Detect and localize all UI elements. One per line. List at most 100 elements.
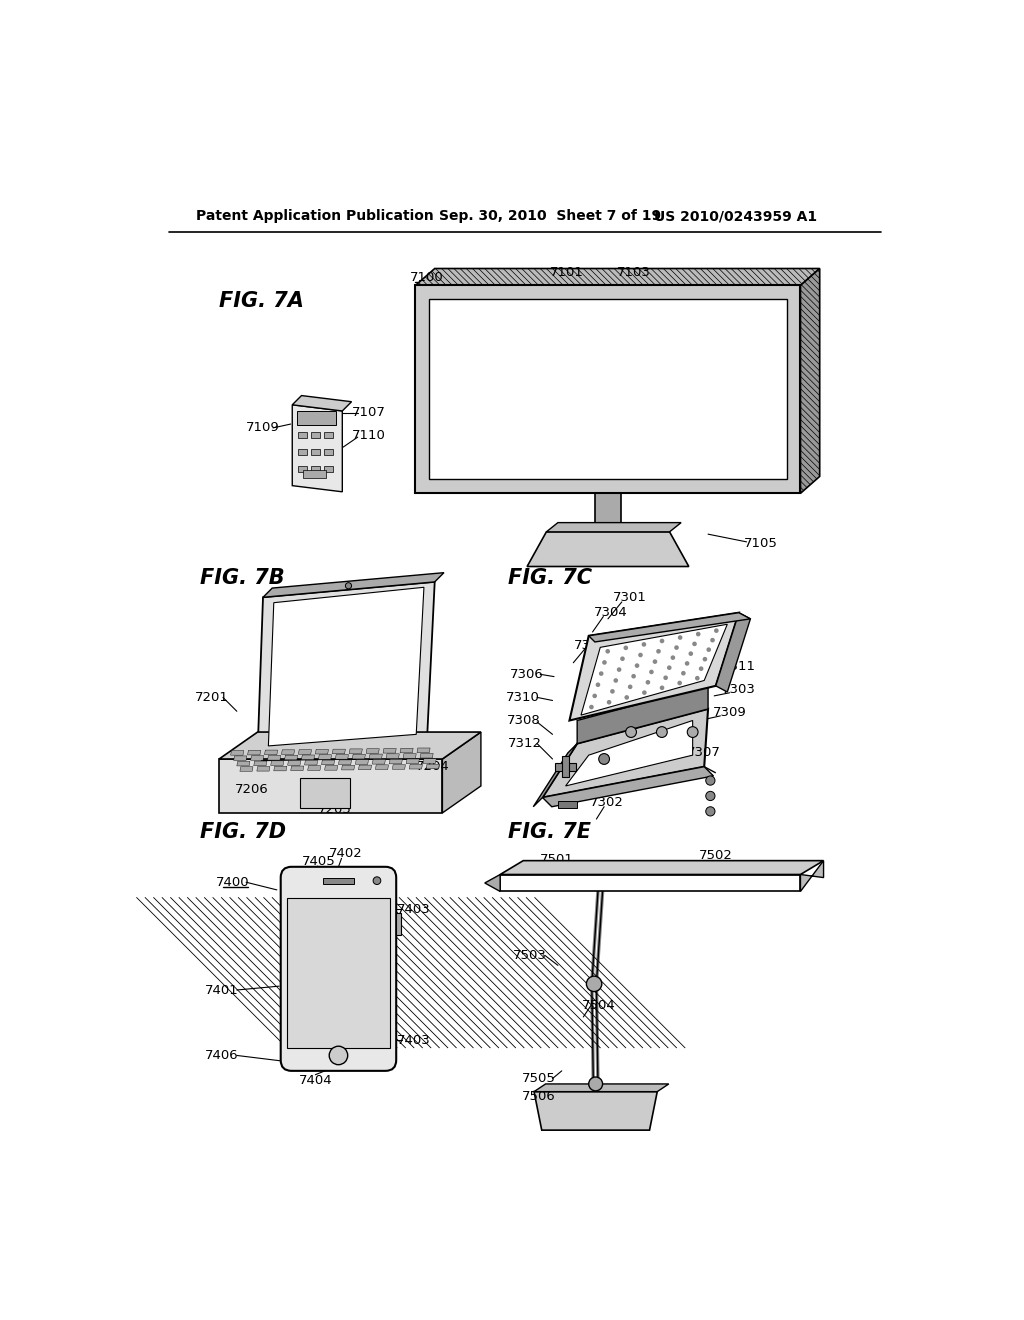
Polygon shape bbox=[423, 759, 436, 763]
Circle shape bbox=[613, 678, 618, 682]
Polygon shape bbox=[291, 766, 304, 771]
Circle shape bbox=[345, 582, 351, 589]
Circle shape bbox=[642, 690, 647, 694]
Polygon shape bbox=[333, 750, 345, 754]
Polygon shape bbox=[304, 760, 317, 766]
Circle shape bbox=[631, 675, 636, 678]
Text: 7502: 7502 bbox=[698, 849, 733, 862]
Text: 7100: 7100 bbox=[411, 271, 443, 284]
Circle shape bbox=[656, 726, 668, 738]
Polygon shape bbox=[315, 750, 329, 754]
Bar bbox=[298, 432, 307, 438]
Text: 7402: 7402 bbox=[330, 847, 364, 861]
Polygon shape bbox=[555, 763, 577, 771]
Circle shape bbox=[616, 668, 622, 672]
Circle shape bbox=[711, 638, 715, 643]
Text: 7311: 7311 bbox=[722, 660, 756, 673]
Polygon shape bbox=[581, 624, 727, 715]
Circle shape bbox=[645, 680, 650, 685]
Polygon shape bbox=[336, 755, 348, 759]
Circle shape bbox=[685, 661, 689, 665]
Polygon shape bbox=[370, 754, 382, 759]
Circle shape bbox=[605, 649, 610, 653]
Polygon shape bbox=[417, 748, 430, 752]
Text: 7201: 7201 bbox=[195, 690, 228, 704]
Circle shape bbox=[635, 664, 639, 668]
Polygon shape bbox=[801, 268, 819, 494]
Polygon shape bbox=[367, 748, 379, 754]
Polygon shape bbox=[442, 733, 481, 813]
Polygon shape bbox=[322, 760, 335, 764]
Polygon shape bbox=[376, 764, 388, 770]
Text: 7304: 7304 bbox=[594, 606, 628, 619]
Polygon shape bbox=[219, 733, 481, 759]
Circle shape bbox=[678, 635, 682, 640]
Text: 7401: 7401 bbox=[205, 983, 239, 997]
Text: 7312: 7312 bbox=[508, 737, 542, 750]
Text: 7403: 7403 bbox=[397, 1034, 431, 1047]
Bar bbox=[297, 411, 336, 425]
Circle shape bbox=[671, 655, 675, 660]
Polygon shape bbox=[318, 755, 332, 759]
Circle shape bbox=[592, 693, 597, 698]
Bar bbox=[324, 432, 333, 438]
Circle shape bbox=[656, 649, 660, 653]
Polygon shape bbox=[288, 760, 301, 766]
Polygon shape bbox=[595, 494, 621, 532]
Polygon shape bbox=[282, 750, 295, 755]
Polygon shape bbox=[237, 762, 250, 766]
Text: 7305: 7305 bbox=[574, 639, 608, 652]
Polygon shape bbox=[543, 709, 708, 797]
Circle shape bbox=[628, 685, 633, 689]
Text: US 2010/0243959 A1: US 2010/0243959 A1 bbox=[654, 209, 817, 223]
Bar bbox=[298, 466, 307, 471]
Polygon shape bbox=[416, 285, 801, 494]
Polygon shape bbox=[416, 268, 819, 285]
Polygon shape bbox=[298, 750, 311, 754]
Polygon shape bbox=[342, 766, 354, 770]
Text: 7309: 7309 bbox=[713, 706, 746, 719]
Text: 7405: 7405 bbox=[302, 855, 336, 869]
Polygon shape bbox=[426, 764, 439, 768]
Circle shape bbox=[698, 667, 703, 671]
Circle shape bbox=[667, 665, 672, 671]
Circle shape bbox=[659, 685, 665, 690]
Circle shape bbox=[659, 639, 665, 643]
Circle shape bbox=[589, 705, 594, 709]
Polygon shape bbox=[292, 405, 342, 492]
Text: 7404: 7404 bbox=[299, 1074, 332, 1088]
Circle shape bbox=[330, 1047, 348, 1065]
Circle shape bbox=[706, 807, 715, 816]
Bar bbox=[310, 432, 319, 438]
Polygon shape bbox=[543, 767, 714, 807]
Polygon shape bbox=[230, 751, 244, 755]
Polygon shape bbox=[270, 760, 284, 766]
Polygon shape bbox=[358, 766, 372, 770]
Text: 7303: 7303 bbox=[722, 684, 756, 696]
Polygon shape bbox=[233, 756, 247, 760]
Polygon shape bbox=[389, 759, 402, 764]
Circle shape bbox=[602, 660, 607, 665]
Circle shape bbox=[714, 628, 719, 634]
Bar bbox=[310, 466, 319, 471]
Bar bbox=[303, 470, 326, 478]
Polygon shape bbox=[352, 754, 366, 759]
Circle shape bbox=[687, 726, 698, 738]
Polygon shape bbox=[261, 741, 423, 760]
Polygon shape bbox=[267, 755, 281, 760]
Bar bbox=[323, 878, 354, 884]
Polygon shape bbox=[373, 759, 385, 764]
Text: 7107: 7107 bbox=[352, 407, 386, 418]
Polygon shape bbox=[565, 721, 692, 785]
Text: 7506: 7506 bbox=[522, 1090, 556, 1102]
Circle shape bbox=[625, 696, 629, 700]
Polygon shape bbox=[429, 300, 786, 479]
Polygon shape bbox=[307, 766, 321, 771]
Text: 7110: 7110 bbox=[352, 429, 386, 442]
Circle shape bbox=[626, 726, 637, 738]
Bar bbox=[324, 466, 333, 471]
Text: 7400: 7400 bbox=[216, 875, 250, 888]
Bar bbox=[298, 449, 307, 455]
Text: FIG. 7D: FIG. 7D bbox=[200, 822, 286, 842]
Bar bbox=[287, 898, 390, 1048]
